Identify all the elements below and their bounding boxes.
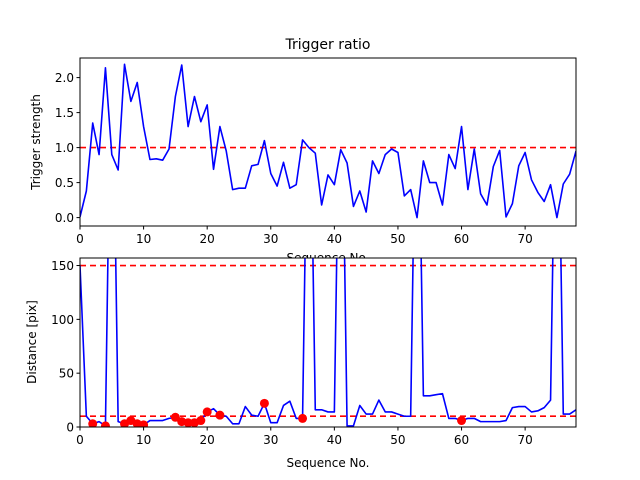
bottom-chart-x-tick-label-0: 0 (76, 433, 84, 447)
top-chart-y-tick-label-4: 2.0 (55, 71, 74, 85)
bottom-chart-point-13 (259, 398, 269, 408)
bottom-chart-y-tick-label-3: 150 (51, 259, 74, 273)
bottom-chart-point-10 (196, 416, 206, 426)
bottom-chart-point-6 (170, 412, 180, 422)
bottom-chart-x-tick-label-4: 40 (327, 433, 342, 447)
top-chart-x-tick-label-6: 60 (454, 232, 469, 246)
bottom-chart-point-15 (457, 416, 467, 426)
bottom-chart-x-tick-label-7: 70 (517, 433, 532, 447)
top-chart-x-tick-label-7: 70 (517, 232, 532, 246)
bottom-chart-y-tick-label-2: 100 (51, 313, 74, 327)
top-chart: Trigger ratio Trigger strength Sequence … (29, 37, 577, 265)
bottom-chart-point-5 (139, 420, 149, 427)
bottom-chart-x-tick-label-1: 10 (136, 433, 151, 447)
bottom-chart: Distance [pix] Sequence No. 0 10 20 30 40 50 6… (25, 257, 577, 470)
bottom-chart-series-line-0 (80, 258, 576, 427)
top-chart-x-tick-label-1: 10 (136, 232, 151, 246)
bottom-chart-y-axis-label: Distance [pix] (25, 300, 39, 384)
top-chart-frame (79, 57, 577, 227)
bottom-chart-point-8 (183, 418, 193, 427)
top-chart-title: Trigger ratio (284, 37, 370, 53)
top-chart-y-tick-label-0: 0.0 (55, 211, 74, 225)
bottom-chart-frame (79, 257, 577, 428)
top-chart-y-axis-label: Trigger strength (29, 94, 43, 191)
top-chart-x-tick-label-4: 40 (327, 232, 342, 246)
top-chart-y-tick-label-2: 1.0 (55, 141, 74, 155)
bottom-chart-x-tick-label-5: 50 (390, 433, 405, 447)
bottom-chart-x-axis-label: Sequence No. (287, 456, 370, 470)
bottom-chart-point-12 (215, 410, 225, 420)
top-chart-series-line-0 (80, 63, 576, 219)
bottom-chart-point-1 (100, 421, 110, 427)
bottom-chart-point-14 (298, 413, 308, 423)
bottom-chart-plot-area (80, 258, 576, 427)
top-chart-x-tick-label-2: 20 (200, 232, 215, 246)
top-chart-x-tick-label-3: 30 (263, 232, 278, 246)
top-chart-x-tick-label-0: 0 (76, 232, 84, 246)
top-chart-y-tick-label-3: 1.5 (55, 106, 74, 120)
bottom-chart-y-tick-label-1: 50 (59, 367, 74, 381)
bottom-chart-x-tick-label-2: 20 (200, 433, 215, 447)
bottom-chart-x-tick-label-6: 60 (454, 433, 469, 447)
top-chart-y-tick-label-1: 0.5 (55, 176, 74, 190)
bottom-chart-x-tick-label-3: 30 (263, 433, 278, 447)
top-chart-plot-area (80, 63, 576, 219)
bottom-chart-point-11 (202, 407, 212, 417)
bottom-chart-y-tick-label-0: 0 (66, 421, 74, 435)
top-chart-x-tick-label-5: 50 (390, 232, 405, 246)
bottom-chart-point-0 (88, 419, 98, 427)
bottom-chart-background (80, 258, 576, 427)
